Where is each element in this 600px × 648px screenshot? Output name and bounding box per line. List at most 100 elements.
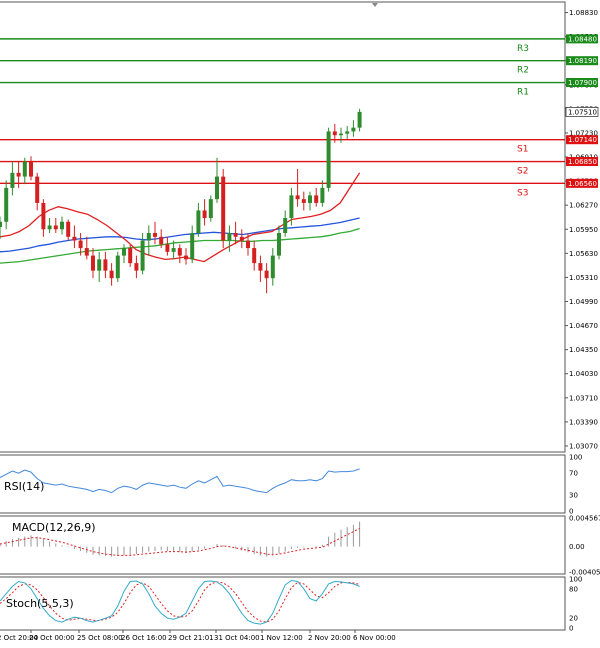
candle-body <box>308 195 312 203</box>
candle <box>165 236 170 256</box>
candle <box>345 126 350 139</box>
candle <box>332 123 337 143</box>
candle-body <box>53 225 58 230</box>
price-tick-label: 1.08830 <box>569 9 598 17</box>
candle <box>159 229 164 249</box>
candle-body <box>4 187 9 222</box>
candle-body <box>357 111 362 128</box>
candle <box>357 108 362 132</box>
indicator-tick-label: 0 <box>569 625 573 633</box>
price-panel: 1.088301.085101.081901.078701.075501.072… <box>0 1 599 453</box>
candle-body <box>0 221 2 227</box>
candle-body <box>78 240 83 249</box>
rsi-axis-ticks: 100 70 30 0 <box>569 454 582 516</box>
candle-body <box>295 195 300 200</box>
candle <box>10 161 15 196</box>
pivot-price-tag <box>566 34 598 44</box>
candle-body <box>177 248 182 256</box>
macd-signal-line <box>0 527 360 556</box>
candle-body <box>215 176 219 200</box>
rsi-line <box>0 468 360 494</box>
stoch-label: Stoch(5,5,3) <box>6 597 74 610</box>
indicator-tick-label: 80 <box>569 585 578 593</box>
candle-body <box>22 161 27 177</box>
candle <box>252 240 257 271</box>
pivot-price-tag-label: 1.07140 <box>568 136 597 144</box>
candle-body <box>233 233 238 237</box>
pivot-price-tag-label: 1.06850 <box>568 158 597 166</box>
price-tick-label: 1.04670 <box>569 322 598 330</box>
candle <box>264 263 269 294</box>
candle <box>246 233 250 256</box>
time-tick-label: 2 Nov 20:00 <box>308 634 351 642</box>
candle <box>66 219 71 241</box>
candle <box>314 187 319 207</box>
indicator-tick-label: 100 <box>569 576 582 584</box>
candle-body <box>29 161 33 177</box>
price-tick-label: 1.03390 <box>569 418 598 426</box>
candle <box>29 156 33 181</box>
candle-body <box>314 195 319 203</box>
candle-body <box>270 255 275 279</box>
candle-body <box>35 176 40 203</box>
scroll-marker-icon[interactable] <box>372 3 378 7</box>
price-tick-label: 1.05630 <box>569 250 598 258</box>
indicator-tick-label: 30 <box>569 491 578 499</box>
pivot-label-r2: R2 <box>517 66 529 76</box>
candle <box>277 225 281 260</box>
candle-body <box>159 236 164 245</box>
candle-body <box>103 259 108 271</box>
price-tick-label: 1.04350 <box>569 346 598 354</box>
candle <box>320 180 325 207</box>
candle <box>97 251 102 282</box>
candle-body <box>84 248 89 256</box>
candle-body <box>239 236 244 241</box>
candle-body <box>171 248 176 252</box>
candle <box>351 120 356 137</box>
candle-body <box>227 233 232 241</box>
pivot-price-tag <box>566 78 598 88</box>
indicator-tick-label: 100 <box>569 454 582 462</box>
stoch-panel-frame <box>0 576 566 631</box>
candle <box>190 225 195 264</box>
indicator-tick-label: 0.00 <box>569 543 585 551</box>
time-tick-label: 29 Oct 21:01 <box>168 634 214 642</box>
candle <box>128 244 133 267</box>
candle <box>103 251 108 279</box>
candle <box>301 191 306 211</box>
ma-mid-line <box>0 217 360 253</box>
candle-body <box>109 270 114 279</box>
pivot-label-r3: R3 <box>517 44 529 54</box>
candle-body <box>221 176 226 241</box>
macd-label: MACD(12,26,9) <box>12 521 96 534</box>
candle-body <box>140 240 145 271</box>
candle-body <box>339 133 343 136</box>
current-price-tag-label: 1.07510 <box>568 108 597 116</box>
rsi-label: RSI(14) <box>4 480 44 493</box>
candle-body <box>41 202 46 230</box>
rsi-panel-frame <box>0 454 566 514</box>
candle <box>146 225 151 256</box>
time-tick-label: 24 Oct 00:00 <box>29 634 75 642</box>
candle-body <box>10 172 15 188</box>
candle <box>177 244 182 264</box>
candle <box>289 187 294 226</box>
pivot-price-tag <box>566 56 598 66</box>
indicator-tick-label: 20 <box>569 615 578 623</box>
current-price-tag <box>565 107 599 117</box>
candle-body <box>289 195 294 218</box>
candle-body <box>128 248 133 264</box>
time-tick-label: 25 Oct 08:00 <box>77 634 123 642</box>
candle-body <box>202 210 207 218</box>
candle-body <box>283 217 288 234</box>
candle <box>47 217 52 234</box>
candle <box>221 169 226 249</box>
price-tick-label: 1.05950 <box>569 226 598 234</box>
candle-body <box>165 244 170 252</box>
pivot-price-tag-label: 1.08190 <box>568 57 597 65</box>
macd-panel: 0.004567 0.00 -0.004056 MACD(12,26,9) <box>0 515 600 577</box>
candle <box>153 221 157 245</box>
